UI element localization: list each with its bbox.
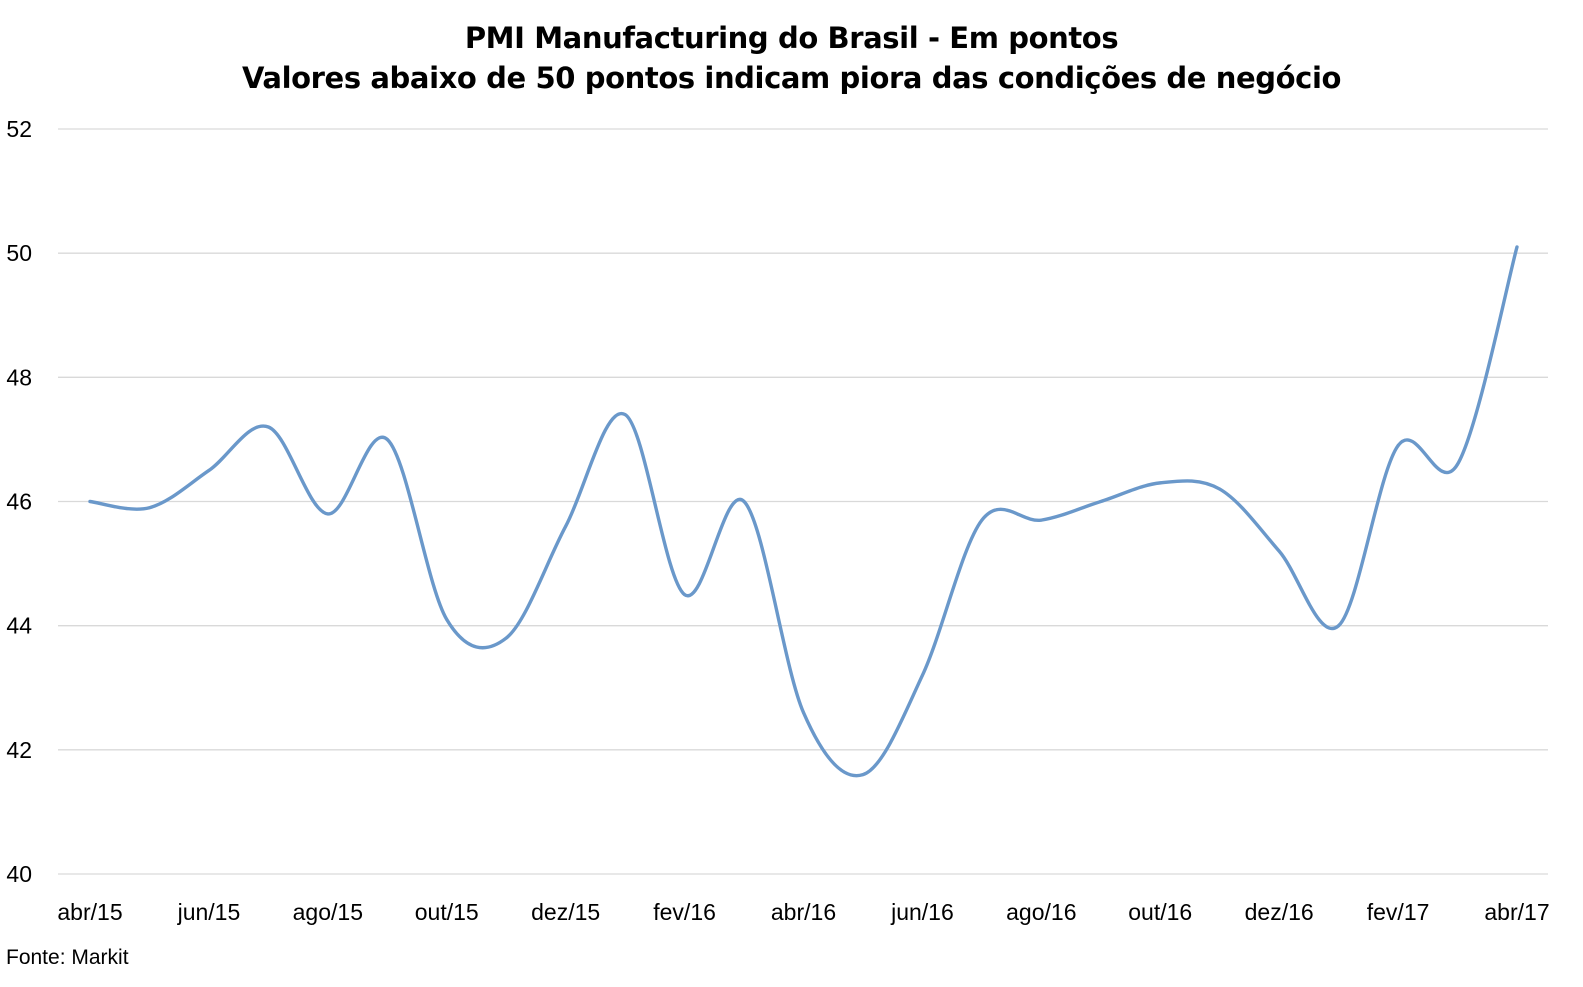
y-tick-label: 44 xyxy=(6,613,32,639)
data-point-jun/16 xyxy=(920,673,924,677)
data-point-mai/16 xyxy=(861,773,865,777)
data-point-jan/17 xyxy=(1337,624,1341,628)
series-group xyxy=(88,245,1519,778)
data-point-abr/15 xyxy=(88,500,92,503)
data-point-dez/15 xyxy=(564,524,568,528)
x-tick-label: jun/15 xyxy=(177,899,241,925)
y-tick-label: 50 xyxy=(6,240,32,266)
data-point-jan/16 xyxy=(623,413,627,417)
source-note: Fonte: Markit xyxy=(6,946,129,969)
x-tick-label: dez/15 xyxy=(531,899,600,925)
x-tick-label: ago/15 xyxy=(293,899,363,925)
data-point-nov/15 xyxy=(504,636,508,640)
y-axis-ticks: 40 42 44 46 48 50 52 xyxy=(6,116,32,887)
data-point-nov/16 xyxy=(1218,487,1222,491)
x-tick-label: ago/16 xyxy=(1006,899,1076,925)
y-tick-label: 46 xyxy=(6,489,32,515)
series-line xyxy=(88,245,1519,778)
y-tick-label: 48 xyxy=(6,364,32,390)
x-tick-label: fev/16 xyxy=(653,899,716,925)
x-tick-label: out/16 xyxy=(1128,899,1192,925)
chart-subtitle: Valores abaixo de 50 pontos indicam pior… xyxy=(241,61,1342,95)
data-point-fev/16 xyxy=(683,593,687,597)
data-point-dez/16 xyxy=(1277,549,1281,553)
x-axis-ticks: abr/15 jun/15 ago/15 out/15 dez/15 fev/16 abr/… xyxy=(57,899,1549,925)
y-tick-label: 52 xyxy=(6,116,32,142)
data-point-fev/17 xyxy=(1396,444,1400,448)
data-point-jul/16 xyxy=(980,518,984,522)
data-point-jul/15 xyxy=(266,425,270,429)
x-tick-label: abr/17 xyxy=(1484,899,1549,925)
chart-title-block: PMI Manufacturing do Brasil - Em pontos … xyxy=(0,18,1583,98)
chart-title: PMI Manufacturing do Brasil - Em pontos xyxy=(464,21,1119,55)
x-tick-label: fev/17 xyxy=(1367,899,1430,925)
data-point-mar/17 xyxy=(1456,462,1460,466)
data-point-mar/16 xyxy=(742,500,746,503)
x-tick-label: abr/16 xyxy=(771,899,836,925)
data-point-set/15 xyxy=(385,437,389,441)
data-point-jun/15 xyxy=(207,468,211,472)
data-point-out/16 xyxy=(1158,481,1162,485)
x-tick-label: jun/16 xyxy=(890,899,954,925)
data-point-out/15 xyxy=(445,617,449,621)
gridlines xyxy=(58,128,1548,875)
data-point-abr/16 xyxy=(802,711,805,715)
x-tick-label: abr/15 xyxy=(57,899,122,925)
data-point-abr/17 xyxy=(1515,245,1519,249)
data-point-mai/15 xyxy=(147,506,151,510)
x-tick-label: dez/16 xyxy=(1245,899,1314,925)
y-tick-label: 42 xyxy=(6,737,32,763)
x-tick-label: out/15 xyxy=(415,899,479,925)
data-point-ago/15 xyxy=(326,512,330,516)
y-tick-label: 40 xyxy=(6,861,32,887)
data-point-set/16 xyxy=(1099,500,1103,503)
data-point-ago/16 xyxy=(1039,518,1043,522)
